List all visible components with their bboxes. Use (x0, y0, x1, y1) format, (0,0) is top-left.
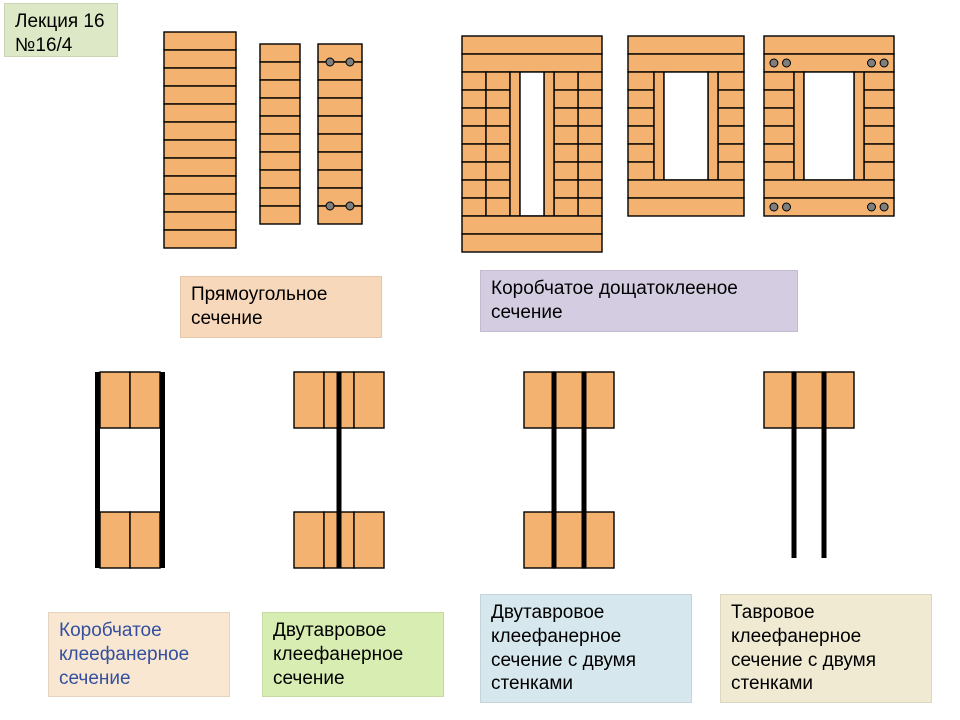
label-ibeam: Двутавровое клеефанерное сечение (262, 612, 444, 697)
lecture-line2: №16/4 (15, 34, 107, 58)
label-ibeam2: Двутавровое клеефанерное сечение с двумя… (480, 594, 692, 703)
lecture-badge: Лекция 16 №16/4 (4, 3, 118, 57)
label-box-wood: Коробчатое дощатоклееное сечение (480, 270, 798, 332)
label-tbeam2: Тавровое клеефанерное сечение с двумя ст… (720, 594, 932, 703)
label-box-ply: Коробчатое клеефанерное сечение (48, 612, 230, 697)
label-rect: Прямоугольное сечение (180, 276, 382, 338)
lecture-line1: Лекция 16 (15, 10, 107, 34)
